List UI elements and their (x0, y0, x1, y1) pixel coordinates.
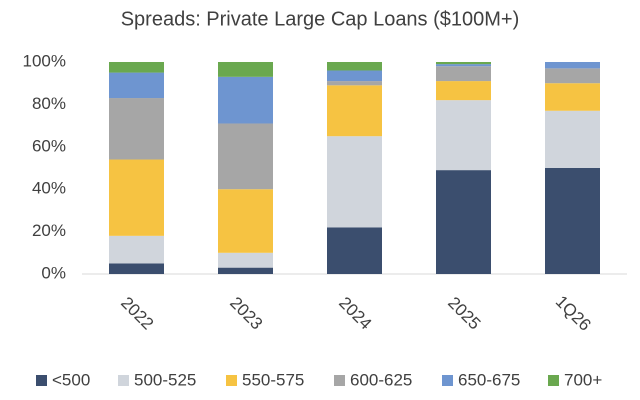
bar-segment (109, 62, 164, 73)
legend-label: 500-525 (134, 370, 196, 389)
y-tick-label: 60% (32, 136, 66, 155)
bar-segment (436, 62, 491, 65)
legend-swatch (442, 375, 453, 386)
y-tick-label: 20% (32, 221, 66, 240)
legend-label: 700+ (564, 370, 602, 389)
bar-segment (436, 100, 491, 171)
x-tick-label: 2024 (335, 293, 375, 333)
legend-label: <500 (52, 370, 90, 389)
bar-segment (436, 64, 491, 67)
legend-label: 650-675 (458, 370, 520, 389)
x-tick-label: 2022 (117, 293, 157, 333)
bar-segment (545, 68, 600, 84)
bar-segment (218, 76, 273, 124)
bar-segment (109, 72, 164, 99)
bar-segment (109, 263, 164, 274)
y-tick-label: 80% (32, 94, 66, 113)
bar-segment (436, 66, 491, 82)
y-tick-label: 0% (41, 263, 66, 282)
bar-segment (327, 70, 382, 82)
bar-segment (218, 62, 273, 77)
bar-segment (327, 136, 382, 228)
legend-swatch (118, 375, 129, 386)
x-tick-label: 2023 (226, 293, 266, 333)
bar-segment (327, 62, 382, 71)
bar-segment (109, 98, 164, 160)
bar-segment (545, 62, 600, 69)
bar-segment (545, 83, 600, 111)
bar-segment (109, 159, 164, 236)
bar-segment (218, 189, 273, 253)
bar-segment (218, 267, 273, 274)
bar-segment (109, 235, 164, 264)
bar-segment (327, 85, 382, 137)
bar-segment (218, 252, 273, 268)
legend-swatch (548, 375, 559, 386)
legend-swatch (334, 375, 345, 386)
bar-segment (545, 110, 600, 168)
bar-segment (436, 170, 491, 274)
bar-segment (436, 81, 491, 101)
legend-label: 550-575 (242, 370, 304, 389)
y-tick-label: 40% (32, 179, 66, 198)
legend-swatch (36, 375, 47, 386)
bar-segment (545, 168, 600, 274)
x-tick-label: 1Q26 (552, 292, 595, 335)
chart-title: Spreads: Private Large Cap Loans ($100M+… (121, 8, 520, 30)
y-tick-label: 100% (23, 51, 66, 70)
bar-segment (218, 123, 273, 190)
legend-swatch (226, 375, 237, 386)
bar-segment (327, 81, 382, 86)
bar-segment (327, 227, 382, 274)
legend-label: 600-625 (350, 370, 412, 389)
x-tick-label: 2025 (444, 293, 484, 333)
